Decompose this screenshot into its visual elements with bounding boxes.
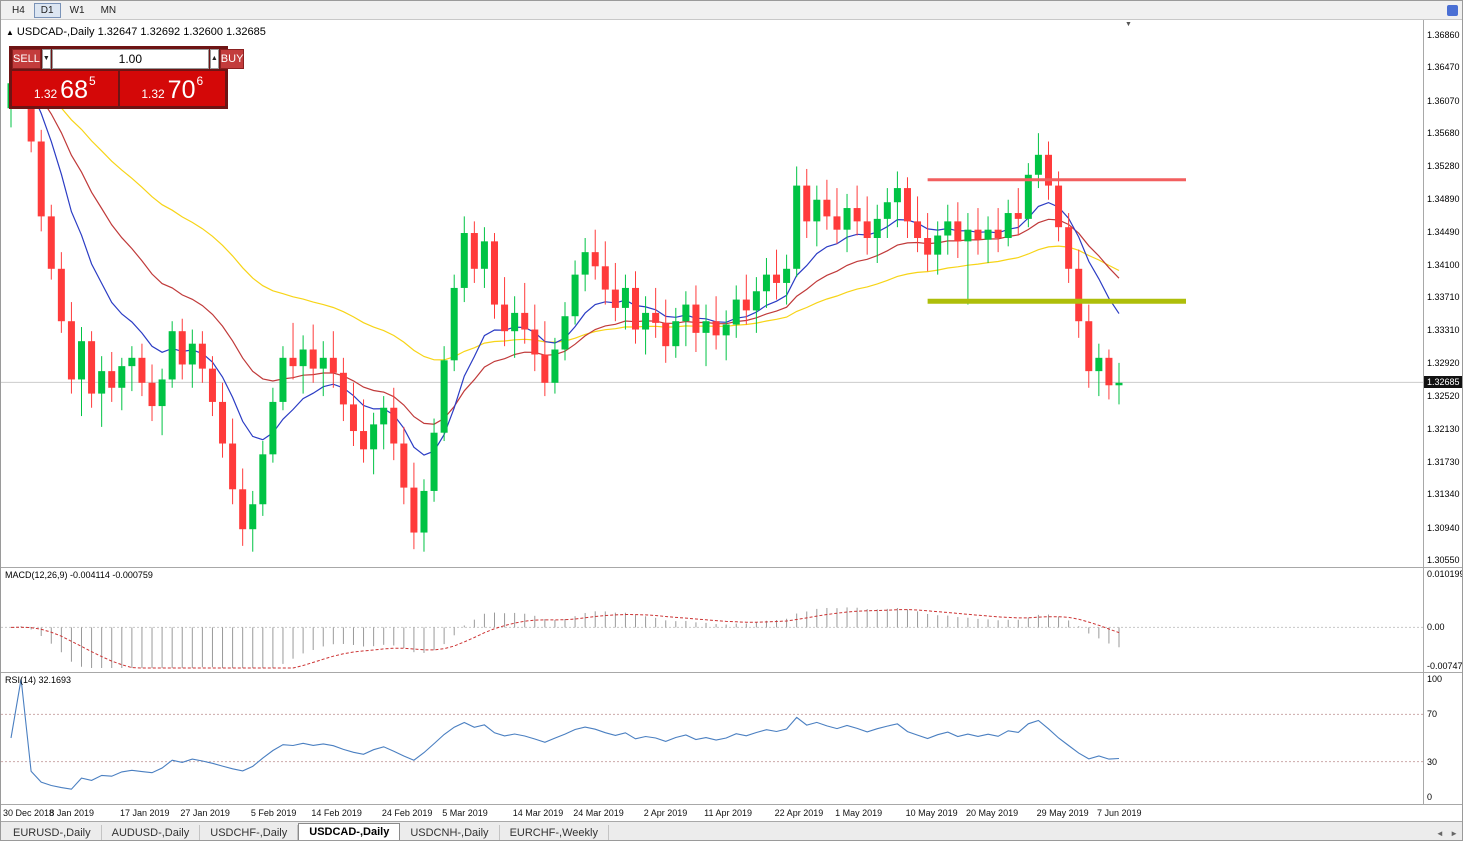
tab-eurusd-daily[interactable]: EURUSD-,Daily	[3, 825, 102, 840]
price-axis-label: 1.34100	[1427, 259, 1460, 270]
buy-price-big: 70	[167, 76, 196, 104]
tab-usdcad-daily[interactable]: USDCAD-,Daily	[298, 823, 401, 840]
sell-price-sup: 5	[88, 74, 96, 88]
price-axis-label: 1.32130	[1427, 423, 1460, 434]
date-label: 7 Jun 2019	[1097, 808, 1142, 818]
rsi-pane[interactable]: RSI(14) 32.1693 100 70 30 0	[1, 672, 1462, 804]
date-label: 5 Mar 2019	[442, 808, 488, 818]
tab-scroll-arrows: ◄ ►	[1432, 829, 1458, 840]
timeframe-h4[interactable]: H4	[12, 4, 25, 16]
price-axis-label: 1.36070	[1427, 95, 1460, 106]
tabs-scroll-right-icon[interactable]: ►	[1450, 829, 1458, 838]
macd-axis-max: 0.010199	[1427, 569, 1463, 579]
date-label: 14 Mar 2019	[512, 808, 564, 818]
macd-axis: 0.010199 0.00 -0.0074765	[1423, 568, 1462, 672]
date-label: 14 Feb 2019	[311, 808, 362, 818]
macd-axis-min: -0.0074765	[1427, 661, 1463, 671]
date-label: 20 May 2019	[966, 808, 1019, 818]
date-label: 1 May 2019	[835, 808, 883, 818]
date-label: 17 Jan 2019	[119, 808, 170, 818]
tab-eurchf-weekly[interactable]: EURCHF-,Weekly	[500, 825, 609, 840]
collapse-arrow-icon[interactable]: ▲	[6, 28, 14, 37]
tab-usdcnh-daily[interactable]: USDCNH-,Daily	[400, 825, 500, 840]
rsi-label: RSI(14) 32.1693	[5, 675, 72, 685]
sell-price-prefix: 1.32	[33, 87, 58, 101]
date-label: 30 Dec 2018	[3, 808, 55, 818]
date-label: 27 Jan 2019	[180, 808, 230, 818]
sell-button[interactable]: SELL	[12, 49, 41, 69]
chart-ohlc-header: ▲ USDCAD-,Daily 1.32647 1.32692 1.32600 1…	[6, 26, 266, 38]
tab-audusd-daily[interactable]: AUDUSD-,Daily	[102, 825, 201, 840]
ohlc-text: USDCAD-,Daily 1.32647 1.32692 1.32600 1.…	[16, 26, 266, 38]
date-label: 24 Feb 2019	[381, 808, 433, 818]
date-label: 29 May 2019	[1036, 808, 1089, 818]
buy-price-sup: 6	[196, 74, 204, 88]
date-label: 2 Apr 2019	[643, 808, 688, 818]
sell-price-button[interactable]: 1.32 68 5	[12, 71, 118, 106]
price-axis-label: 1.35280	[1427, 161, 1460, 172]
rsi-axis-label: 100	[1427, 674, 1443, 684]
volume-input[interactable]	[51, 49, 209, 69]
timeframe-w1[interactable]: W1	[69, 4, 85, 16]
tab-usdchf-daily[interactable]: USDCHF-,Daily	[200, 825, 299, 840]
date-label: 10 May 2019	[905, 808, 958, 818]
buy-price-prefix: 1.32	[141, 87, 165, 101]
price-axis-label: 1.32920	[1427, 357, 1460, 368]
price-axis-label: 1.31340	[1427, 489, 1460, 500]
buy-button[interactable]: BUY	[219, 49, 245, 69]
date-label: 8 Jan 2019	[49, 808, 94, 818]
price-axis-label: 1.30550	[1427, 555, 1460, 565]
date-label: 24 Mar 2019	[573, 808, 624, 818]
price-axis-label: 1.33310	[1427, 325, 1460, 336]
price-axis-label: 1.34890	[1427, 193, 1460, 204]
volume-decrease-button[interactable]: ▼	[41, 49, 51, 69]
buy-price-button[interactable]: 1.32 70 6	[119, 71, 225, 106]
price-axis-label: 1.30940	[1427, 522, 1460, 533]
timeframe-toolbar: H4 D1 W1 MN	[1, 1, 1462, 20]
date-label: 5 Feb 2019	[250, 808, 297, 818]
timeframe-d1[interactable]: D1	[33, 2, 61, 18]
time-axis[interactable]: 30 Dec 2018 8 Jan 2019 17 Jan 2019 27 Jan 2…	[1, 804, 1462, 821]
price-axis-label: 1.32520	[1427, 391, 1460, 402]
price-axis-label: 1.35680	[1427, 128, 1460, 139]
price-axis-label: 1.33710	[1427, 292, 1460, 303]
chart-tab-bar: EURUSD-,Daily AUDUSD-,Daily USDCHF-,Daily U…	[1, 821, 1462, 840]
macd-pane[interactable]: MACD(12,26,9) -0.004114 -0.000759 0.0101…	[1, 567, 1462, 672]
price-axis-label: 1.31730	[1427, 456, 1460, 467]
price-axis-label: 1.36470	[1427, 62, 1460, 73]
timeframe-mn[interactable]: MN	[100, 4, 117, 16]
price-axis-label: 1.34490	[1427, 227, 1460, 238]
chart-shift-icon: ▼	[1125, 21, 1132, 28]
rsi-axis-label: 30	[1427, 756, 1438, 767]
current-price-label: 1.32685	[1424, 376, 1462, 389]
macd-axis-zero: 0.00	[1427, 622, 1445, 633]
rsi-axis: 100 70 30 0	[1423, 673, 1462, 804]
price-axis-label: 1.36860	[1427, 30, 1460, 40]
volume-increase-button[interactable]: ▲	[209, 49, 219, 69]
rsi-axis-label: 70	[1427, 709, 1438, 720]
rsi-axis-label: 0	[1427, 792, 1433, 802]
app-icon[interactable]	[1447, 4, 1458, 16]
price-chart-pane[interactable]: ▼ ▲ USDCAD-,Daily 1.32647 1.32692 1.32600…	[1, 20, 1462, 567]
date-label: 22 Apr 2019	[774, 808, 824, 818]
sell-price-big: 68	[60, 76, 88, 104]
date-label: 11 Apr 2019	[704, 808, 753, 818]
tabs-scroll-left-icon[interactable]: ◄	[1435, 829, 1444, 838]
price-axis[interactable]: 1.36860 1.36470 1.36070 1.35680 1.35280 1.348…	[1423, 20, 1462, 567]
macd-label: MACD(12,26,9) -0.004114 -0.000759	[5, 570, 153, 580]
